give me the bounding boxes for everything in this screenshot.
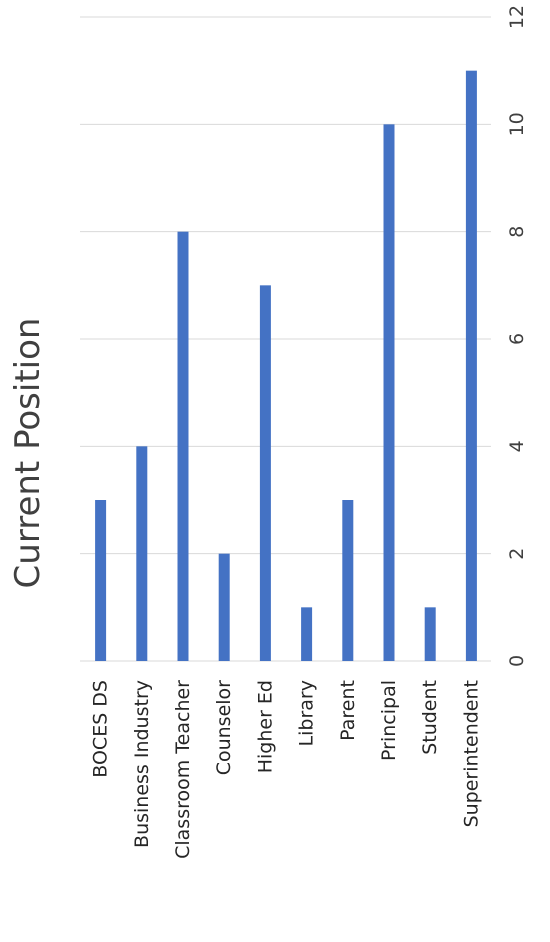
value-tick-label: 8	[506, 226, 528, 238]
value-tick-label: 10	[506, 112, 528, 136]
category-label: BOCES DS	[90, 680, 112, 778]
bar-business-industry	[136, 446, 148, 661]
bar-counselor	[218, 553, 230, 661]
bar-boces-ds	[95, 500, 107, 661]
category-label: Parent	[337, 680, 359, 741]
bar-parent	[342, 500, 354, 661]
chart-title: Current Position	[8, 318, 48, 589]
value-tick-label: 0	[506, 655, 528, 667]
bar-principal	[383, 124, 395, 662]
category-label: Classroom Teacher	[172, 680, 194, 859]
category-label: Business Industry	[131, 680, 153, 848]
value-tick-label: 12	[506, 5, 528, 29]
category-label: Superintendent	[460, 680, 482, 827]
category-label: Student	[419, 680, 441, 755]
category-axis-labels: BOCES DS Business Industry Classroom Teach…	[90, 680, 483, 859]
bars	[95, 70, 477, 662]
value-tick-label: 2	[506, 548, 528, 560]
bar-classroom-teacher	[177, 231, 189, 661]
bar-higher-ed	[259, 285, 271, 661]
category-label: Library	[296, 680, 318, 746]
value-tick-label: 6	[506, 333, 528, 345]
bar-superintendent	[465, 70, 477, 661]
bar-student	[424, 607, 436, 661]
category-label: Higher Ed	[254, 680, 276, 773]
value-axis-ticks: 0 2 4 6 8 10 12	[506, 5, 528, 667]
category-label: Counselor	[213, 680, 235, 775]
category-label: Principal	[378, 680, 400, 761]
value-tick-label: 4	[506, 440, 528, 452]
bar-library	[301, 607, 313, 661]
gridlines	[80, 16, 491, 662]
